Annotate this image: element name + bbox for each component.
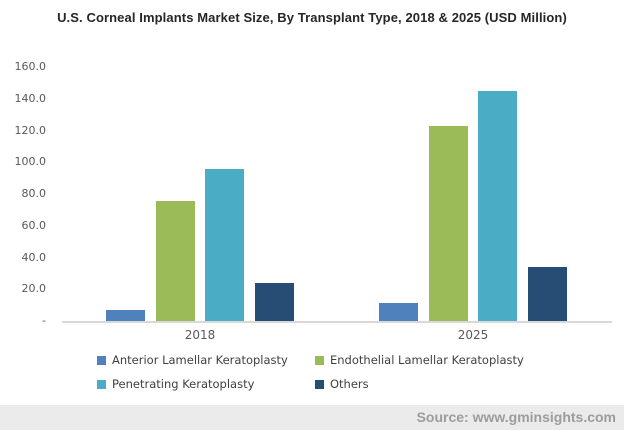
legend-item-penetrating-keratoplasty: Penetrating Keratoplasty bbox=[97, 377, 254, 391]
legend-label: Anterior Lamellar Keratoplasty bbox=[112, 353, 288, 367]
chart-title: U.S. Corneal Implants Market Size, By Tr… bbox=[57, 10, 567, 25]
plot-area bbox=[62, 67, 612, 323]
source-footer: Source: www.gminsights.com bbox=[0, 405, 624, 430]
legend-swatch-anterior-lamellar-keratoplasty bbox=[97, 355, 106, 365]
bar-2025-anterior-lamellar-keratoplasty bbox=[379, 303, 418, 321]
legend-label: Endothelial Lamellar Keratoplasty bbox=[330, 353, 524, 367]
x-axis-label-2018: 2018 bbox=[184, 328, 216, 342]
legend-swatch-endothelial-lamellar-keratoplasty bbox=[315, 355, 324, 365]
legend-swatch-penetrating-keratoplasty bbox=[97, 379, 106, 389]
legend-label: Others bbox=[330, 377, 369, 391]
bar-2025-others bbox=[528, 267, 567, 321]
bar-2018-others bbox=[255, 283, 294, 321]
y-axis-tick-label: - bbox=[42, 314, 46, 327]
bar-2018-penetrating-keratoplasty bbox=[205, 169, 244, 321]
y-axis-tick-label: 40.0 bbox=[21, 251, 47, 264]
y-axis-tick-label: 140.0 bbox=[14, 92, 47, 105]
y-axis-tick-label: 120.0 bbox=[14, 124, 47, 137]
y-axis-tick-label: 100.0 bbox=[14, 155, 47, 168]
bar-2018-endothelial-lamellar-keratoplasty bbox=[156, 201, 195, 321]
y-axis-tick-label: 20.0 bbox=[21, 282, 47, 295]
y-axis: - 20.0 40.0 60.0 80.0 100.0 120.0 140.0 160.0 bbox=[0, 60, 47, 327]
y-axis-tick-label: 160.0 bbox=[14, 60, 47, 73]
source-text: Source: www.gminsights.com bbox=[416, 409, 616, 425]
bar-2018-anterior-lamellar-keratoplasty bbox=[106, 310, 145, 321]
y-axis-tick-label: 60.0 bbox=[21, 219, 47, 232]
legend-item-anterior-lamellar-keratoplasty: Anterior Lamellar Keratoplasty bbox=[97, 353, 288, 367]
y-axis-tick-label: 80.0 bbox=[21, 187, 47, 200]
legend-item-endothelial-lamellar-keratoplasty: Endothelial Lamellar Keratoplasty bbox=[315, 353, 524, 367]
legend-label: Penetrating Keratoplasty bbox=[112, 377, 255, 391]
legend-swatch-others bbox=[315, 379, 324, 389]
bar-2025-penetrating-keratoplasty bbox=[478, 91, 517, 321]
bar-2025-endothelial-lamellar-keratoplasty bbox=[429, 126, 468, 321]
legend-item-others: Others bbox=[315, 377, 369, 391]
x-axis-label-2025: 2025 bbox=[457, 328, 489, 342]
